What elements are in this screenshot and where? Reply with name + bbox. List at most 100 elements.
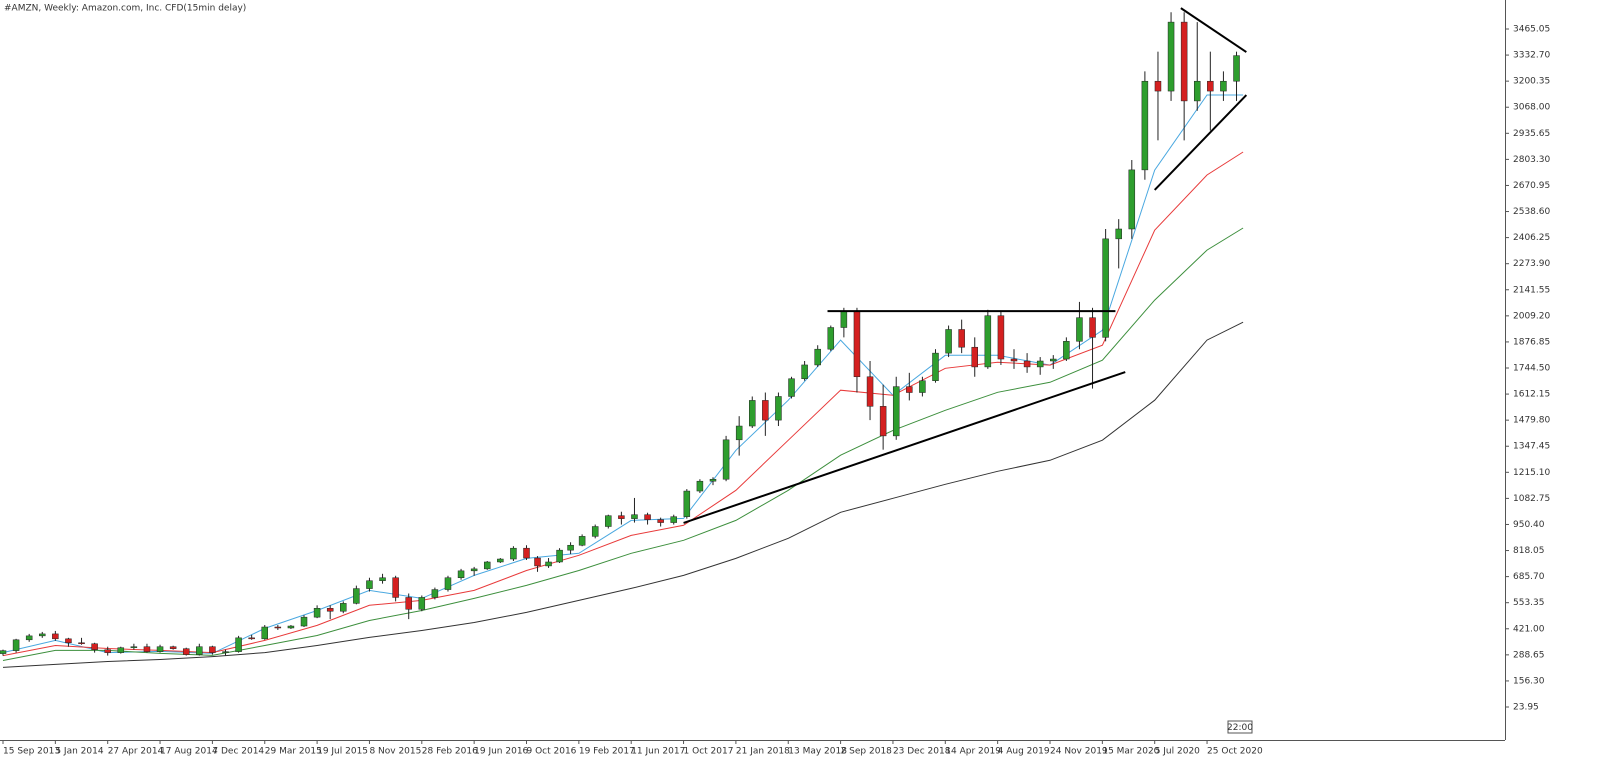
candle-body: [801, 364, 808, 379]
x-tick-label: 29 Mar 2015: [265, 747, 322, 757]
candle-body: [444, 577, 452, 590]
candle-body: [722, 439, 730, 480]
candle-body: [1010, 358, 1018, 362]
candle-body: [431, 589, 439, 598]
candle-body: [130, 646, 138, 648]
x-tick-label: 13 May 2018: [788, 747, 847, 757]
candle-body: [827, 327, 835, 350]
candle-body: [1023, 360, 1031, 368]
candle-body: [618, 515, 625, 519]
candle-body: [143, 646, 151, 652]
candle-body: [182, 648, 190, 655]
x-tick-label: 2 Sep 2018: [841, 747, 893, 757]
candle-body: [483, 561, 491, 570]
y-tick-label: 2141.55: [1513, 285, 1550, 295]
candle-body: [510, 547, 517, 560]
moving-average: [2, 321, 1244, 668]
candle-body: [313, 608, 321, 618]
candle-body: [892, 386, 900, 437]
candle-body: [196, 646, 203, 655]
candle-body: [366, 580, 373, 589]
candle-body: [578, 536, 586, 546]
x-tick-label: 15 Sep 2013: [3, 747, 60, 757]
candle-body: [958, 329, 965, 348]
y-tick-label: 288.65: [1513, 650, 1545, 660]
y-tick-label: 2670.95: [1513, 181, 1550, 191]
y-tick-label: 1876.85: [1513, 337, 1550, 347]
candle-body: [919, 380, 926, 393]
candle-body: [670, 516, 677, 523]
candle-body: [945, 329, 952, 354]
candle-body: [1089, 317, 1096, 338]
x-tick-label: 24 Nov 2019: [1050, 747, 1108, 757]
candle-body: [997, 315, 1005, 360]
y-tick-label: 950.40: [1513, 520, 1545, 530]
y-tick-label: 23.95: [1513, 703, 1539, 713]
candle-body: [156, 646, 164, 652]
x-tick-label: 21 Jan 2018: [736, 747, 790, 757]
y-tick-label: 1347.45: [1513, 442, 1550, 452]
candle-body: [379, 577, 386, 581]
candle-body: [248, 637, 255, 640]
candle-body: [631, 514, 638, 519]
y-tick-label: 2538.60: [1513, 207, 1550, 217]
candle-body: [405, 597, 412, 610]
candle-body: [534, 557, 541, 567]
candle-body: [749, 400, 756, 427]
time-box: [1227, 720, 1253, 734]
x-tick-label: 8 Nov 2015: [369, 747, 421, 757]
x-tick-label: 19 Feb 2017: [579, 747, 635, 757]
moving-average: [2, 227, 1244, 661]
x-tick-label: 9 Oct 2016: [527, 747, 577, 757]
candle-body: [683, 490, 691, 517]
y-tick-label: 2406.25: [1513, 233, 1550, 243]
x-tick-label: 5 Jan 2014: [55, 747, 103, 757]
candle-body: [971, 346, 978, 368]
candle-body: [1233, 55, 1240, 82]
y-tick-label: 685.70: [1513, 572, 1545, 582]
candle-body: [169, 646, 177, 649]
candle-body: [470, 568, 478, 572]
y-tick-label: 3465.05: [1513, 24, 1550, 34]
candle-body: [65, 638, 72, 644]
candle-body: [775, 396, 782, 421]
x-tick-label: 7 Dec 2014: [212, 747, 264, 757]
candle-body: [497, 558, 504, 563]
candle-body: [104, 649, 111, 653]
candle-body: [696, 480, 704, 492]
y-tick-label: 2803.30: [1513, 155, 1550, 165]
x-tick-label: 19 Jun 2016: [474, 747, 528, 757]
x-tick-label: 14 Apr 2019: [945, 747, 1001, 757]
candle-body: [287, 625, 295, 629]
x-tick-label: 1 Oct 2017: [684, 747, 734, 757]
candle-body: [326, 608, 334, 612]
x-tick-label: 28 Feb 2016: [422, 747, 478, 757]
candle-body: [814, 348, 821, 366]
candle-body: [1154, 80, 1162, 92]
candle-body: [879, 406, 887, 437]
candle-body: [906, 386, 913, 393]
y-tick-label: 553.35: [1513, 598, 1545, 608]
y-tick-label: 1479.80: [1513, 416, 1550, 426]
candle-body: [0, 650, 7, 654]
y-tick-label: 818.05: [1513, 546, 1545, 556]
y-tick-label: 3332.70: [1513, 51, 1550, 61]
candle-body: [605, 515, 612, 527]
candle-body: [657, 519, 664, 523]
candle-body: [556, 549, 563, 563]
y-tick-label: 1215.10: [1513, 468, 1550, 478]
time-label: 22:00: [1227, 723, 1253, 733]
trend-line: [1153, 94, 1248, 191]
candle-body: [353, 588, 360, 604]
candle-body: [840, 311, 848, 328]
candle-body: [1128, 169, 1136, 230]
x-tick-label: 17 Aug 2014: [160, 747, 218, 757]
candle-body: [235, 637, 242, 652]
candle-body: [523, 547, 530, 559]
candle-body: [1180, 21, 1188, 102]
candle-body: [340, 603, 347, 612]
candle-body: [1167, 21, 1175, 92]
candle-body: [1220, 80, 1227, 92]
y-tick-label: 1744.50: [1513, 364, 1550, 374]
candle-body: [1076, 317, 1083, 342]
